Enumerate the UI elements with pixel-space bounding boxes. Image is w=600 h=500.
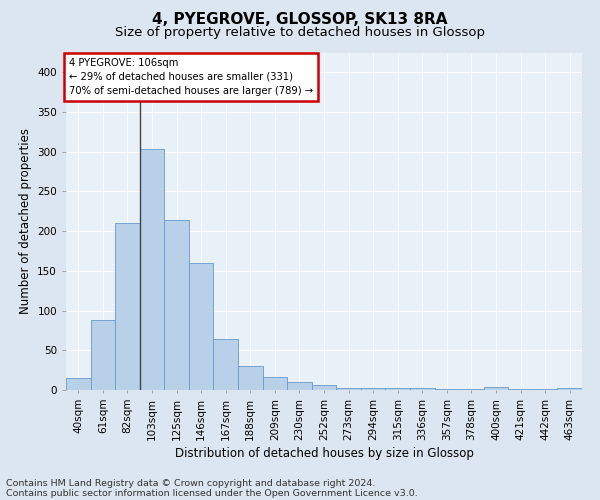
Bar [189,263,214,390]
Bar [263,378,287,390]
Bar [115,223,140,390]
Bar [533,389,557,390]
Text: Size of property relative to detached houses in Glossop: Size of property relative to detached ho… [115,26,485,39]
Bar [287,382,312,390]
Bar [385,388,410,390]
Bar [508,389,533,390]
Bar [312,385,336,390]
X-axis label: Distribution of detached houses by size in Glossop: Distribution of detached houses by size … [175,446,473,460]
Bar [459,389,484,390]
Bar [66,378,91,390]
Bar [214,339,238,390]
Bar [434,389,459,390]
Bar [557,388,582,390]
Text: 4, PYEGROVE, GLOSSOP, SK13 8RA: 4, PYEGROVE, GLOSSOP, SK13 8RA [152,12,448,28]
Y-axis label: Number of detached properties: Number of detached properties [19,128,32,314]
Bar [484,387,508,390]
Bar [91,320,115,390]
Bar [238,366,263,390]
Bar [140,148,164,390]
Text: Contains HM Land Registry data © Crown copyright and database right 2024.: Contains HM Land Registry data © Crown c… [6,478,376,488]
Text: Contains public sector information licensed under the Open Government Licence v3: Contains public sector information licen… [6,488,418,498]
Bar [164,220,189,390]
Bar [410,388,434,390]
Bar [336,388,361,390]
Text: 4 PYEGROVE: 106sqm
← 29% of detached houses are smaller (331)
70% of semi-detach: 4 PYEGROVE: 106sqm ← 29% of detached hou… [68,58,313,96]
Bar [361,388,385,390]
